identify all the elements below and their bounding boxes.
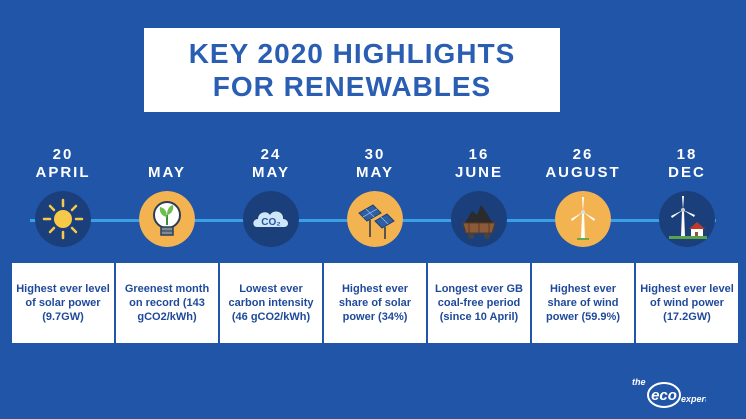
milestone-date: MAY — [148, 164, 186, 181]
solar-panel-icon — [347, 191, 403, 247]
coal-cart-icon — [451, 191, 507, 247]
sun-icon — [35, 191, 91, 247]
milestone-card: Greenest month on record (143 gCO2/kWh) — [116, 263, 218, 343]
milestone-card: Highest ever level of solar power (9.7GW… — [12, 263, 114, 343]
milestone-date: 24 MAY — [252, 146, 290, 181]
milestone-card: Highest ever level of wind power (17.2GW… — [636, 263, 738, 343]
svg-text:CO₂: CO₂ — [261, 217, 280, 228]
title-line-1: KEY 2020 HIGHLIGHTS — [188, 38, 516, 69]
logo-experts-text: experts — [681, 394, 706, 404]
milestone-card: Lowest ever carbon intensity (46 gCO2/kW… — [220, 263, 322, 343]
lightbulb-plant-icon — [139, 191, 195, 247]
milestone-date: 26 AUGUST — [545, 146, 621, 181]
milestone-date: 18 DEC — [668, 146, 706, 181]
logo-eco-text: eco — [651, 387, 677, 404]
milestone-date: 16 JUNE — [454, 146, 503, 181]
wind-turbine-icon — [555, 191, 611, 247]
logo-the-text: the — [632, 377, 646, 387]
title-line-2: FOR RENEWABLES — [212, 71, 492, 102]
eco-experts-logo: the eco experts — [630, 371, 713, 409]
milestone-card: Highest ever share of solar power (34%) — [324, 263, 426, 343]
milestone-date: 20 APRIL — [35, 146, 91, 181]
milestone-card: Longest ever GB coal-free period (since … — [428, 263, 530, 343]
milestone-card: Highest ever share of wind power (59.9%) — [532, 263, 634, 343]
wind-turbine-house-icon — [659, 191, 715, 247]
milestone-date: 30 MAY — [356, 146, 394, 181]
title-box: KEY 2020 HIGHLIGHTS FOR RENEWABLES — [144, 28, 560, 112]
co2-cloud-icon: CO₂ — [243, 191, 299, 247]
